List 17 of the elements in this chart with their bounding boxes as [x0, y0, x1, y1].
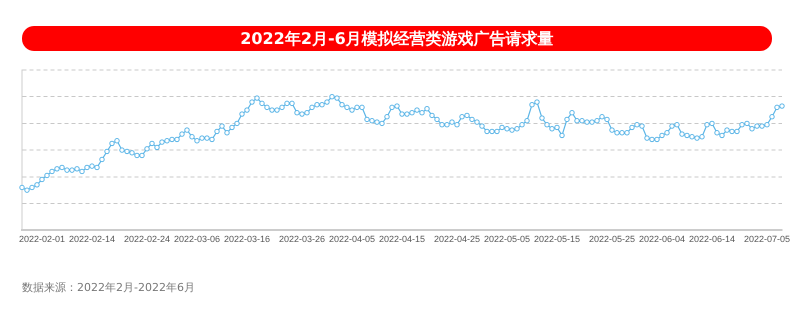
chart-title: 2022年2月-6月模拟经营类游戏广告请求量: [22, 26, 772, 51]
x-tick-label: 2022-06-14: [688, 234, 736, 244]
x-tick-label: 2022-05-15: [534, 234, 580, 244]
x-tick-label: 2022-07-05: [744, 234, 790, 244]
x-tick-label: 2022-03-26: [278, 234, 326, 244]
x-tick-label: 2022-04-15: [378, 234, 426, 244]
x-tick-label: 2022-03-06: [174, 234, 220, 244]
source-note: 数据来源：2022年2月-2022年6月: [22, 280, 195, 295]
x-tick-label: 2022-04-05: [328, 234, 376, 244]
x-tick-label: 2022-05-05: [484, 234, 530, 244]
x-tick-label: 2022-05-25: [588, 234, 636, 244]
x-tick-label: 2022-03-16: [224, 234, 270, 244]
x-tick-label: 2022-02-01: [18, 234, 66, 244]
x-tick-label: 2022-02-24: [124, 234, 170, 244]
x-tick-label: 2022-06-04: [638, 234, 686, 244]
x-tick-label: 2022-02-14: [68, 234, 116, 244]
x-tick-label: 2022-04-25: [434, 234, 480, 244]
